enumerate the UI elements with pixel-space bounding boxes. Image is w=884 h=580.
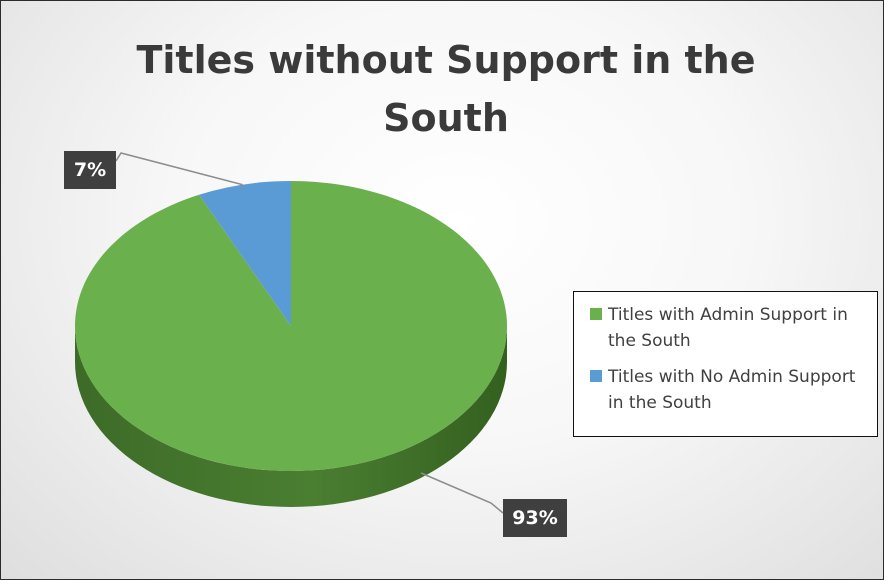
legend: Titles with Admin Support in the South T…	[573, 291, 878, 437]
legend-swatch-admin	[590, 308, 602, 320]
legend-entry-no-admin: Titles with No Admin Support in the Sout…	[590, 364, 867, 416]
leader-line-admin	[420, 472, 504, 514]
legend-entry-admin: Titles with Admin Support in the South	[590, 302, 867, 354]
chart-title: Titles without Support in the South	[136, 38, 756, 140]
data-label-admin: 93%	[503, 499, 567, 537]
legend-label-no-admin: Titles with No Admin Support in the Sout…	[608, 367, 856, 413]
data-label-no-admin: 7%	[64, 151, 116, 189]
leader-line-no-admin	[115, 152, 245, 189]
legend-swatch-no-admin	[590, 370, 602, 382]
legend-label-admin: Titles with Admin Support in the South	[608, 305, 848, 351]
pie-slice-no-admin	[199, 181, 291, 326]
pie-side-0	[75, 326, 507, 507]
